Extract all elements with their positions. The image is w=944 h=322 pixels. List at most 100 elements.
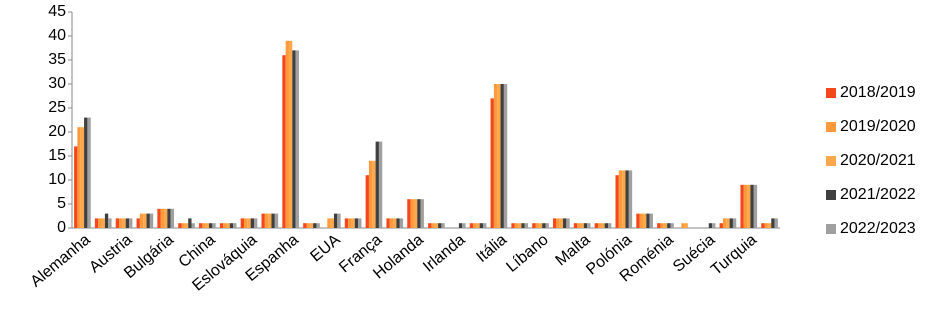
bar (438, 223, 442, 228)
bar (219, 223, 224, 228)
bar (77, 127, 81, 228)
bar (271, 213, 275, 228)
bar (684, 223, 688, 228)
bar (178, 223, 182, 228)
bar (476, 223, 480, 228)
bar (670, 223, 674, 228)
bar (84, 117, 88, 228)
bar (556, 218, 560, 228)
bar (622, 170, 626, 228)
bar (583, 223, 588, 228)
x-tick-label: Irlanda (420, 231, 468, 276)
bar (646, 213, 650, 228)
bar (625, 170, 629, 228)
bar (101, 218, 105, 228)
bar (261, 213, 265, 228)
y-tick-label: 0 (57, 219, 66, 236)
bar (244, 218, 248, 228)
bar (125, 218, 130, 228)
bar (149, 213, 154, 228)
bar (649, 213, 653, 228)
bar (545, 223, 549, 228)
bar (205, 223, 210, 228)
bar (306, 223, 310, 228)
bar (542, 223, 546, 228)
bar (774, 218, 778, 228)
bar (303, 223, 307, 228)
bar (209, 223, 213, 228)
bar (764, 223, 768, 228)
bar (761, 223, 765, 228)
bar (566, 218, 570, 228)
bar (136, 218, 140, 228)
bar (639, 213, 643, 228)
bar (115, 218, 120, 228)
bar (732, 218, 737, 228)
bar (681, 223, 685, 228)
bar (719, 223, 723, 228)
bar (420, 199, 424, 228)
bar (378, 141, 383, 228)
bar (160, 208, 165, 228)
legend-label: 2019/2020 (840, 118, 916, 135)
bar (233, 223, 237, 228)
bar (375, 141, 379, 228)
bar (191, 223, 195, 228)
bar (767, 223, 772, 228)
bar (146, 213, 150, 228)
bar (417, 199, 421, 228)
y-tick-label: 25 (48, 99, 66, 116)
bar (292, 50, 296, 229)
bar (553, 218, 557, 228)
bar (122, 218, 126, 228)
legend-label: 2022/2023 (840, 220, 916, 237)
bar (587, 223, 591, 228)
bar (372, 160, 376, 228)
legend-swatch (826, 190, 836, 200)
bar (285, 40, 289, 228)
bar (497, 84, 501, 228)
bar (607, 223, 612, 228)
bar (594, 223, 599, 228)
bar (188, 218, 192, 228)
bar (74, 146, 78, 228)
bar (434, 223, 439, 228)
bar (108, 218, 112, 228)
bar (368, 160, 373, 228)
bar (337, 213, 341, 228)
x-tick-label: Líbano (503, 231, 552, 276)
legend-swatch (826, 88, 836, 98)
legend-swatch (826, 224, 836, 234)
bar (316, 223, 320, 228)
bar (223, 223, 227, 228)
bar (282, 55, 286, 229)
y-tick-label: 45 (48, 3, 66, 20)
bar (253, 218, 258, 228)
bar (518, 223, 522, 228)
bar (559, 218, 564, 228)
bar (708, 223, 713, 228)
bar (750, 184, 754, 228)
bar (753, 184, 758, 228)
bar (288, 40, 293, 228)
bar (743, 184, 748, 228)
bar (458, 223, 463, 228)
bar (202, 223, 206, 228)
bar (164, 208, 168, 228)
bar (462, 223, 466, 228)
bar (598, 223, 602, 228)
bar (212, 223, 216, 228)
y-tick-label: 30 (48, 75, 66, 92)
bar (386, 218, 390, 228)
bar (532, 223, 536, 228)
bar (393, 218, 397, 228)
bar (535, 223, 539, 228)
bar (577, 223, 581, 228)
bar (313, 223, 317, 228)
bar (428, 223, 432, 228)
bar (264, 213, 269, 228)
bar (94, 218, 99, 228)
bar (407, 199, 411, 228)
y-tick-label: 35 (48, 51, 66, 68)
